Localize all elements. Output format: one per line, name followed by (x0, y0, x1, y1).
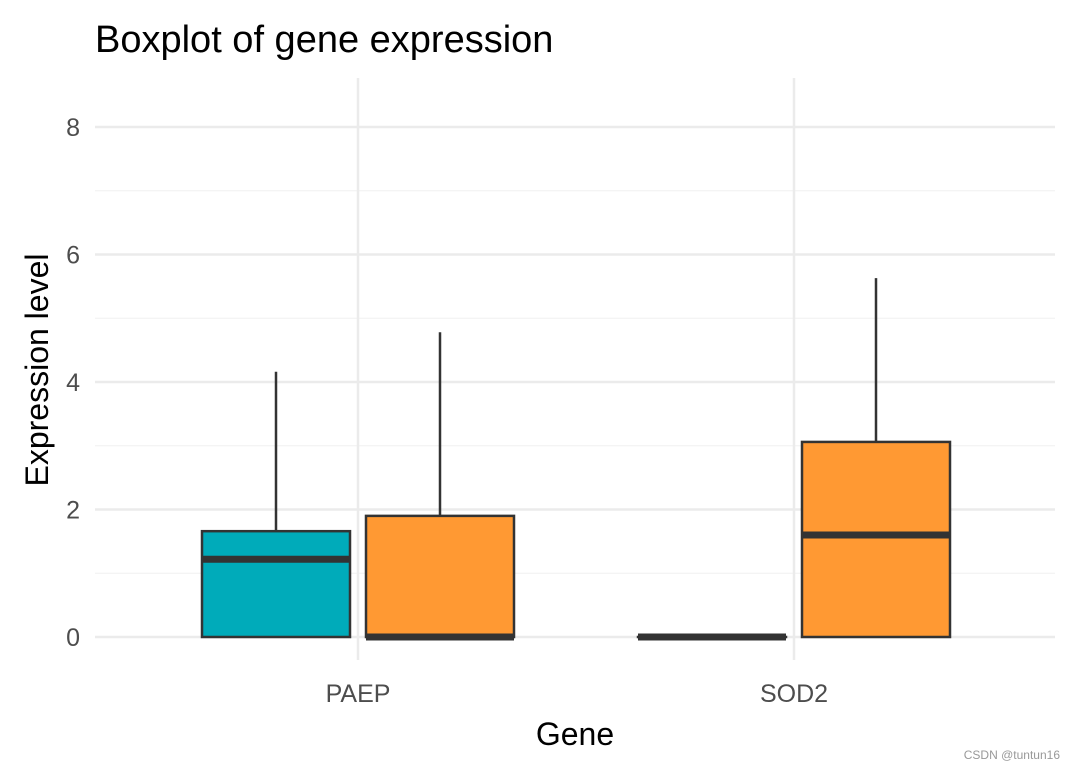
x-tick-label: SOD2 (760, 680, 828, 708)
box (364, 514, 516, 639)
x-tick-label: PAEP (326, 680, 391, 708)
y-tick-label: 2 (66, 497, 80, 525)
y-tick-label: 6 (66, 242, 80, 270)
x-axis-label: Gene (536, 716, 614, 752)
y-axis-label: Expression level (19, 254, 55, 487)
chart-title: Boxplot of gene expression (95, 19, 553, 61)
y-tick-label: 8 (66, 114, 80, 142)
y-tick-label: 4 (66, 369, 80, 397)
y-tick-label: 0 (66, 624, 80, 652)
box (200, 529, 352, 639)
box (800, 440, 952, 639)
watermark: CSDN @tuntun16 (963, 748, 1060, 762)
